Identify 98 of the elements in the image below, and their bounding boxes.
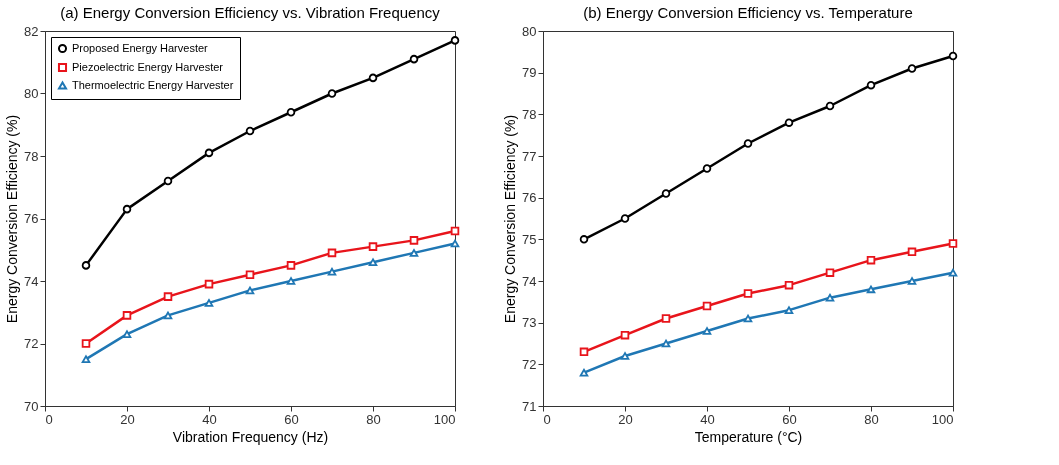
x-axis-title: Vibration Frequency (Hz)	[172, 428, 329, 445]
point	[204, 148, 214, 158]
x-tick-label: 20	[618, 411, 633, 427]
y-tick-label: 76	[522, 190, 537, 206]
point	[409, 54, 419, 64]
y-tick-label: 71	[522, 398, 537, 414]
point	[661, 339, 671, 348]
point	[948, 239, 958, 248]
point	[784, 118, 794, 127]
point	[661, 314, 671, 323]
point	[368, 258, 378, 267]
y-tick-label: 79	[522, 65, 537, 81]
point	[204, 279, 214, 289]
point	[163, 176, 173, 186]
point	[907, 64, 917, 73]
point	[907, 247, 917, 257]
point	[122, 330, 132, 338]
x-tick-label: 80	[864, 411, 879, 427]
point	[866, 255, 876, 265]
point	[368, 73, 378, 83]
point	[579, 347, 589, 357]
y-tick-label: 75	[522, 231, 537, 247]
point	[286, 261, 296, 270]
legend-label: Piezoelectric Energy Harvester	[72, 60, 224, 73]
point	[948, 51, 958, 61]
point	[245, 270, 255, 279]
y-axis-title: Energy Conversion Efficiency (%)	[4, 114, 21, 324]
y-tick-label: 74	[522, 273, 537, 289]
point	[743, 314, 753, 323]
legend-label: Proposed Energy Harvester	[72, 41, 209, 54]
point	[122, 204, 132, 214]
point	[866, 80, 876, 90]
point	[784, 280, 794, 290]
point	[825, 101, 835, 111]
point	[81, 355, 91, 363]
y-tick-label: 70	[24, 398, 39, 414]
x-tick-label: 0	[543, 411, 551, 427]
point	[409, 236, 419, 245]
y-tick-label: 74	[24, 273, 39, 289]
point	[450, 36, 460, 45]
x-axis-title: Temperature (°C)	[694, 428, 803, 445]
x-tick-label: 0	[45, 411, 53, 427]
point	[948, 268, 958, 277]
point	[743, 139, 753, 148]
point	[579, 368, 589, 377]
point	[245, 286, 255, 295]
point	[743, 289, 753, 298]
point	[702, 301, 712, 311]
x-tick-label: 60	[782, 411, 797, 427]
point	[368, 242, 378, 251]
point	[163, 292, 173, 301]
x-tick-label: 40	[202, 411, 217, 427]
y-tick-label: 72	[24, 336, 39, 351]
point	[409, 249, 419, 257]
y-tick-label: 73	[522, 315, 537, 331]
point	[286, 277, 296, 285]
chart-title: (a) Energy Conversion Efficiency vs. Vibration Frequency	[60, 4, 441, 21]
point	[620, 214, 630, 223]
point	[825, 293, 835, 302]
point	[450, 239, 460, 248]
x-tick-label: 40	[700, 411, 715, 427]
chart-title: (b) Energy Conversion Efficiency vs. Temperature	[583, 4, 913, 21]
point	[866, 285, 876, 294]
y-tick-label: 76	[24, 211, 39, 226]
point	[620, 352, 630, 360]
y-tick-label: 78	[24, 148, 39, 164]
point	[825, 268, 835, 277]
point	[661, 189, 671, 198]
point	[81, 261, 91, 270]
y-tick-label: 82	[24, 23, 39, 39]
point	[784, 306, 794, 314]
point	[163, 311, 173, 320]
x-tick-label: 100	[931, 411, 954, 427]
x-tick-label: 100	[433, 411, 456, 427]
y-axis-title: Energy Conversion Efficiency (%)	[502, 114, 519, 324]
point	[907, 277, 917, 285]
y-tick-label: 78	[522, 106, 537, 122]
point	[204, 299, 214, 307]
point	[702, 327, 712, 335]
y-tick-label: 80	[522, 23, 537, 39]
point	[579, 235, 589, 244]
y-tick-label: 80	[24, 86, 39, 101]
point	[245, 126, 255, 136]
y-tick-label: 72	[522, 356, 537, 372]
point	[327, 248, 337, 258]
point	[450, 226, 460, 236]
point	[620, 330, 630, 340]
legend-label: Thermoelectric Energy Harvester	[72, 78, 234, 91]
point	[122, 311, 132, 320]
point	[327, 267, 337, 276]
x-tick-label: 60	[284, 411, 299, 427]
point	[327, 89, 337, 98]
point	[286, 108, 296, 117]
x-tick-label: 20	[120, 411, 135, 427]
point	[81, 339, 91, 348]
point	[702, 164, 712, 173]
x-tick-label: 80	[366, 411, 381, 427]
y-tick-label: 77	[522, 148, 537, 164]
